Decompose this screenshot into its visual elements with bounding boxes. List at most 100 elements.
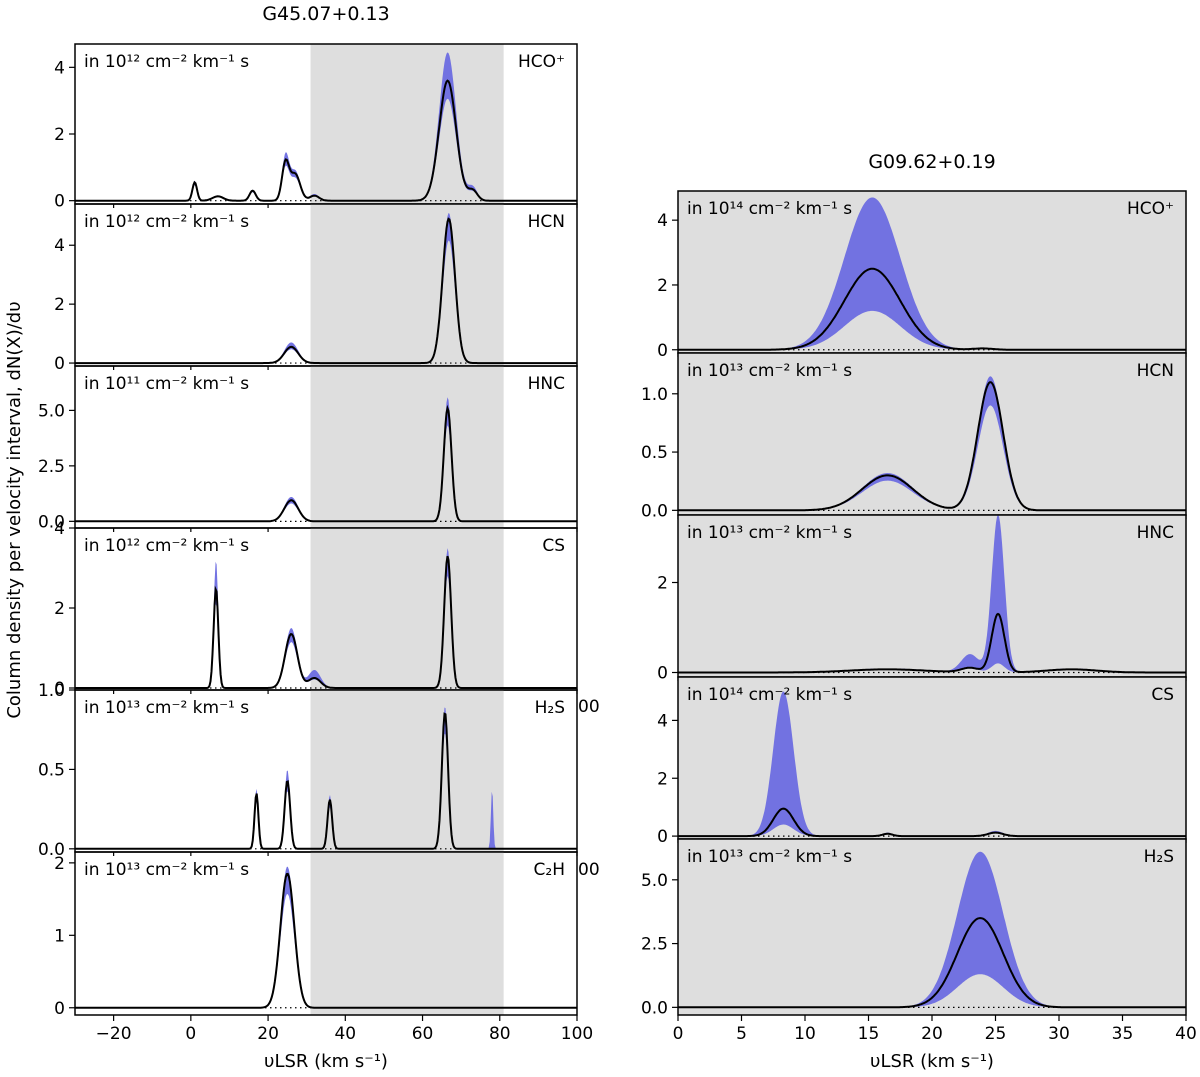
- y-tick-label: 4: [657, 711, 668, 731]
- y-tick-label: 0: [54, 354, 65, 374]
- subplot-HNC: 0 2 in 10¹³ cm⁻² km⁻¹ s HNC: [657, 514, 1187, 684]
- units-label: in 10¹¹ cm⁻² km⁻¹ s: [84, 374, 249, 394]
- uncertainty-band: [678, 691, 1186, 837]
- species-label: HCN: [1137, 361, 1174, 381]
- median-line: [75, 712, 577, 850]
- shaded-region: [678, 839, 1186, 1015]
- median-line: [678, 612, 1186, 674]
- y-tick-label: 0.0: [641, 998, 668, 1018]
- median-line: [75, 555, 577, 689]
- y-tick-label: 2: [54, 125, 65, 145]
- y-tick-label: 4: [657, 211, 668, 231]
- shaded-region: [310, 852, 504, 1015]
- median-line: [75, 79, 577, 202]
- units-label: in 10¹³ cm⁻² km⁻¹ s: [84, 698, 249, 718]
- y-tick-label: 4: [54, 519, 65, 539]
- units-label: in 10¹² cm⁻² km⁻¹ s: [84, 212, 249, 232]
- x-tick-label: 5: [736, 1024, 747, 1044]
- y-tick-label: 5.0: [38, 401, 65, 421]
- uncertainty-band: [75, 213, 577, 364]
- median-line: [678, 381, 1186, 512]
- subplot-CS: 0 2 4 in 10¹² cm⁻² km⁻¹ s CS: [54, 519, 578, 699]
- subplot-HCN: 0.0 0.5 1.0 in 10¹³ cm⁻² km⁻¹ s HCN: [641, 352, 1187, 521]
- y-tick-label: 1.0: [38, 681, 65, 701]
- x-tick-label: 30: [1048, 1024, 1070, 1044]
- subplot-C₂H: 0 1 2 in 10¹³ cm⁻² km⁻¹ s C₂H: [54, 851, 578, 1021]
- x-tick-label: 0: [673, 1024, 684, 1044]
- units-label: in 10¹² cm⁻² km⁻¹ s: [84, 52, 249, 72]
- stray-tick-label: 00: [578, 860, 600, 880]
- median-line: [75, 217, 577, 365]
- species-label: HCO⁺: [1127, 199, 1174, 219]
- x-axis-label: υLSR (km s⁻¹): [870, 1051, 994, 1072]
- y-tick-label: 0.5: [38, 760, 65, 780]
- panel-title: G09.62+0.19: [868, 151, 995, 173]
- units-label: in 10¹⁴ cm⁻² km⁻¹ s: [687, 199, 852, 219]
- x-axis-label: υLSR (km s⁻¹): [264, 1051, 388, 1072]
- y-tick-label: 0: [54, 679, 65, 699]
- x-tick-label: 25: [985, 1024, 1007, 1044]
- x-tick-label: 20: [257, 1024, 279, 1044]
- x-tick-label: 15: [858, 1024, 880, 1044]
- units-label: in 10¹³ cm⁻² km⁻¹ s: [687, 361, 852, 381]
- median-line: [678, 267, 1186, 351]
- subplot-CS: 0 2 4 in 10¹⁴ cm⁻² km⁻¹ s CS: [657, 676, 1187, 847]
- shaded-region: [310, 690, 504, 852]
- shaded-region: [678, 677, 1186, 839]
- x-tick-label: 40: [334, 1024, 356, 1044]
- species-label: H₂S: [535, 698, 565, 718]
- y-tick-label: 2: [54, 295, 65, 315]
- y-tick-label: 2: [54, 854, 65, 874]
- median-line: [75, 404, 577, 523]
- shaded-region: [678, 191, 1186, 353]
- median-line: [678, 807, 1186, 838]
- shaded-region: [310, 44, 504, 204]
- y-tick-label: 0: [657, 827, 668, 847]
- species-label: CS: [542, 536, 565, 556]
- subplot-HCN: 0 2 4 in 10¹² cm⁻² km⁻¹ s HCN: [54, 203, 578, 374]
- species-label: H₂S: [1144, 847, 1174, 867]
- y-tick-label: 2.5: [641, 935, 668, 955]
- y-tick-label: 0.0: [641, 501, 668, 521]
- y-tick-label: 4: [54, 58, 65, 78]
- x-tick-label: 10: [794, 1024, 816, 1044]
- shaded-region: [678, 353, 1186, 515]
- species-label: HNC: [528, 374, 565, 394]
- y-axis-label: Column density per velocity interval, dN…: [4, 301, 25, 718]
- y-tick-label: 1.0: [641, 385, 668, 405]
- x-tick-label: 100: [561, 1024, 593, 1044]
- y-tick-label: 0: [657, 341, 668, 361]
- y-tick-label: 4: [54, 236, 65, 256]
- units-label: in 10¹³ cm⁻² km⁻¹ s: [687, 847, 852, 867]
- y-tick-label: 0.0: [38, 512, 65, 532]
- x-tick-label: 60: [412, 1024, 434, 1044]
- stray-tick-label: 00: [578, 697, 600, 717]
- y-tick-label: 0: [54, 999, 65, 1019]
- panel-title: G45.07+0.13: [262, 3, 389, 25]
- x-tick-label: 20: [921, 1024, 943, 1044]
- x-tick-label: 35: [1112, 1024, 1134, 1044]
- subplot-H₂S: 0.0 2.5 5.0 in 10¹³ cm⁻² km⁻¹ s H₂S: [641, 838, 1187, 1021]
- x-tick-label: 80: [489, 1024, 511, 1044]
- figure-2: G09.62+0.19 0 2 4 in 10¹⁴ cm⁻² km⁻¹ s HCO⁺ 0.0…: [641, 151, 1197, 1072]
- units-label: in 10¹⁴ cm⁻² km⁻¹ s: [687, 685, 852, 705]
- y-tick-label: 2: [657, 574, 668, 594]
- shaded-region: [310, 528, 504, 690]
- x-tick-label: 40: [1175, 1024, 1197, 1044]
- shaded-region: [310, 204, 504, 366]
- median-line: [75, 872, 577, 1009]
- species-label: HNC: [1137, 523, 1174, 543]
- x-tick-label: −20: [96, 1024, 132, 1044]
- x-tick-label: 0: [185, 1024, 196, 1044]
- units-label: in 10¹² cm⁻² km⁻¹ s: [84, 536, 249, 556]
- subplot-HCO⁺: 0 2 4 in 10¹² cm⁻² km⁻¹ s HCO⁺: [54, 43, 578, 212]
- units-label: in 10¹³ cm⁻² km⁻¹ s: [84, 860, 249, 880]
- subplot-H₂S: 0.0 0.5 1.0 in 10¹³ cm⁻² km⁻¹ s H₂S: [38, 681, 578, 860]
- subplot-HNC: 0.0 2.5 5.0 in 10¹¹ cm⁻² km⁻¹ s HNC: [38, 365, 578, 532]
- y-tick-label: 2: [657, 769, 668, 789]
- y-tick-label: 2: [657, 276, 668, 296]
- axes-frame: [74, 851, 578, 1016]
- units-label: in 10¹³ cm⁻² km⁻¹ s: [687, 523, 852, 543]
- y-tick-label: 2: [54, 599, 65, 619]
